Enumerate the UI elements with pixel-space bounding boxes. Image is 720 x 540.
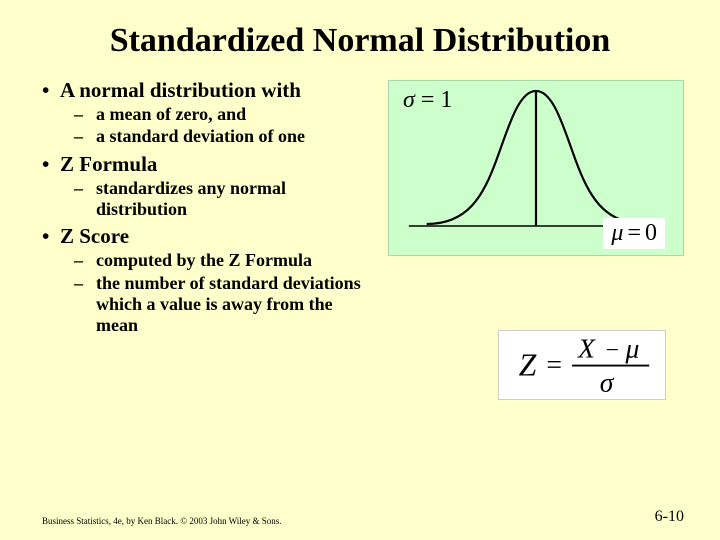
z-formula: Z = X − μ σ bbox=[498, 330, 666, 400]
bullet-2-sub: standardizes any normal distribution bbox=[74, 178, 372, 220]
formula-X: X bbox=[577, 333, 596, 364]
bullet-list: A normal distribution with a mean of zer… bbox=[42, 78, 372, 336]
bullet-1-text: A normal distribution with bbox=[60, 78, 301, 102]
z-formula-svg: Z = X − μ σ bbox=[499, 330, 665, 399]
formula-sigma: σ bbox=[600, 367, 615, 398]
bullet-1: A normal distribution with a mean of zer… bbox=[42, 78, 372, 148]
bullet-3-text: Z Score bbox=[60, 224, 129, 248]
page-number: 6-10 bbox=[655, 508, 684, 526]
mu-label: μ=0 bbox=[603, 218, 665, 249]
bullet-2: Z Formula standardizes any normal distri… bbox=[42, 152, 372, 221]
formula-eq: = bbox=[546, 349, 562, 380]
bullet-2-sub-1: standardizes any normal distribution bbox=[74, 178, 372, 220]
mu-symbol: μ bbox=[611, 220, 623, 246]
bullet-2-text: Z Formula bbox=[60, 152, 157, 176]
sigma-label: σ = 1 bbox=[403, 87, 452, 114]
formula-Z: Z bbox=[519, 348, 537, 383]
bullet-3: Z Score computed by the Z Formula the nu… bbox=[42, 224, 372, 336]
footer: Business Statistics, 4e, by Ken Black. ©… bbox=[42, 508, 684, 526]
bullet-3-sub-2: the number of standard deviations which … bbox=[74, 273, 372, 337]
sigma-symbol: σ bbox=[403, 87, 415, 113]
formula-minus: − bbox=[606, 338, 619, 364]
sigma-value: 1 bbox=[440, 87, 452, 113]
normal-curve-chart: σ = 1 μ=0 bbox=[388, 80, 684, 256]
bullet-1-sub-1: a mean of zero, and bbox=[74, 104, 372, 125]
mu-value: 0 bbox=[645, 220, 657, 246]
bullet-3-sub: computed by the Z Formula the number of … bbox=[74, 250, 372, 336]
slide-title: Standardized Normal Distribution bbox=[0, 0, 720, 70]
sigma-eq: = bbox=[415, 87, 441, 113]
formula-mu: μ bbox=[624, 333, 639, 364]
mu-eq: = bbox=[623, 220, 645, 246]
bullet-3-sub-1: computed by the Z Formula bbox=[74, 250, 372, 271]
bullet-1-sub-2: a standard deviation of one bbox=[74, 126, 372, 147]
copyright-text: Business Statistics, 4e, by Ken Black. ©… bbox=[42, 516, 282, 526]
bullet-1-sub: a mean of zero, and a standard deviation… bbox=[74, 104, 372, 147]
